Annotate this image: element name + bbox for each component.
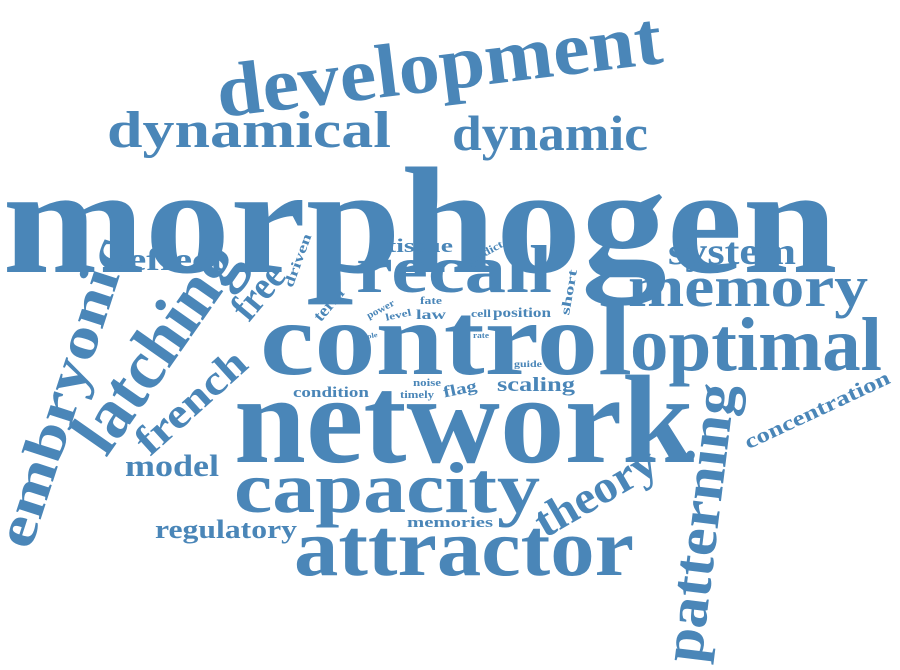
- word-capacity: capacity: [234, 448, 540, 528]
- word-tissue: tissue: [387, 236, 453, 257]
- word-effect: effect: [128, 241, 224, 277]
- word-guide: guide: [514, 359, 542, 369]
- word-cell: cell: [471, 308, 491, 320]
- word-dynamical: dynamical: [107, 102, 391, 159]
- word-memory: memory: [628, 254, 868, 319]
- word-rate: rate: [473, 331, 490, 340]
- word-role: role: [363, 331, 378, 341]
- word-fate: fate: [420, 296, 443, 307]
- word-condition: condition: [293, 385, 370, 401]
- word-position: position: [493, 306, 551, 321]
- word-timely: timely: [400, 390, 434, 401]
- word-optimal: optimal: [630, 303, 882, 387]
- word-model: model: [125, 448, 219, 483]
- word-recall: recall: [356, 231, 552, 307]
- word-scaling: scaling: [497, 374, 575, 396]
- word-flag: flag: [442, 378, 479, 402]
- word-attractor: attractor: [294, 502, 634, 593]
- word-noise: noise: [413, 378, 442, 389]
- word-system: system: [668, 231, 796, 273]
- word-control: control: [260, 282, 632, 397]
- word-network: network: [234, 351, 694, 490]
- word-law: law: [416, 308, 447, 323]
- word-level: level: [385, 307, 413, 323]
- word-regulatory: regulatory: [155, 515, 297, 544]
- word-memories: memories: [407, 515, 493, 531]
- word-dynamic: dynamic: [452, 105, 648, 161]
- word-morphogen: morphogen: [3, 137, 838, 306]
